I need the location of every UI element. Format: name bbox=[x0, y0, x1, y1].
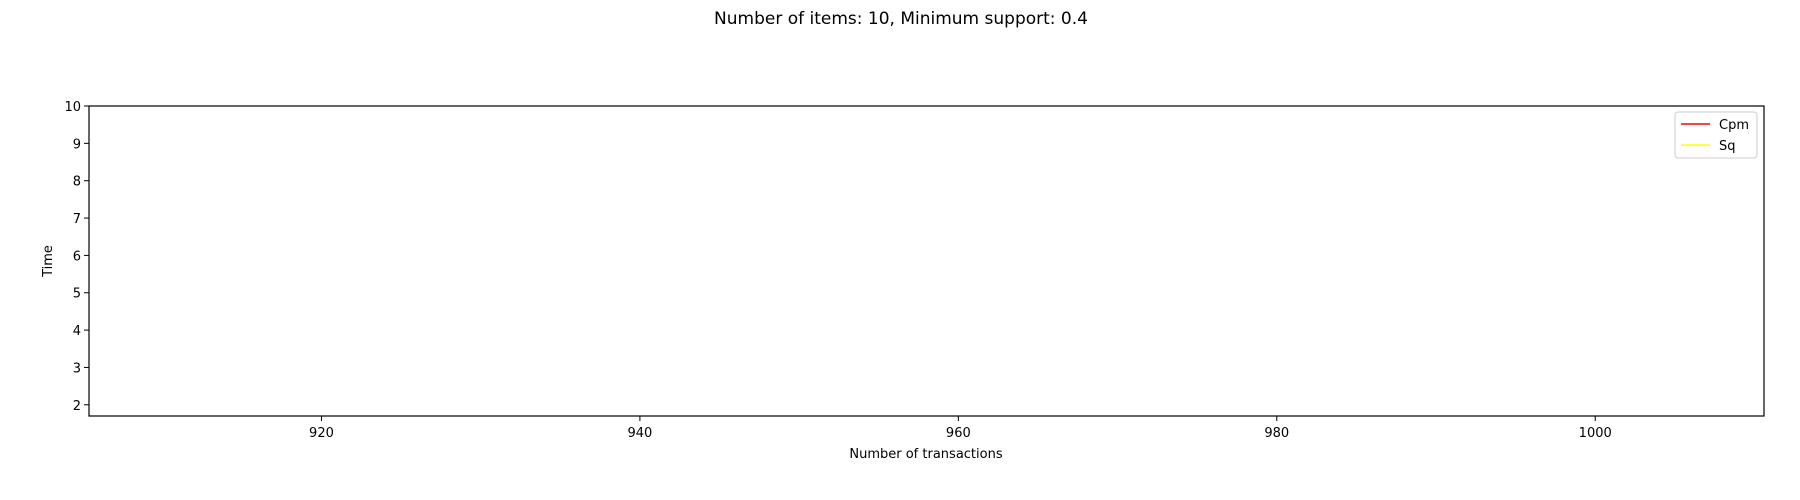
chart-title: Number of items: 10, Minimum support: 0.… bbox=[714, 9, 1088, 29]
y-tick-label: 4 bbox=[73, 324, 81, 339]
legend-label-cpm: Cpm bbox=[1719, 118, 1749, 133]
y-axis-ticks: 2 3 4 5 6 7 8 9 10 bbox=[64, 100, 89, 414]
plot-area bbox=[88, 105, 1765, 417]
y-axis-label: Time bbox=[41, 245, 56, 278]
y-tick-label: 6 bbox=[73, 249, 81, 264]
y-tick-label: 5 bbox=[73, 287, 81, 302]
legend: Cpm Sq bbox=[1674, 111, 1758, 159]
y-tick-label: 9 bbox=[73, 137, 81, 152]
x-tick-label: 940 bbox=[627, 426, 652, 441]
x-tick-label: 960 bbox=[946, 426, 971, 441]
y-tick-label: 8 bbox=[73, 175, 81, 190]
x-tick-label: 1000 bbox=[1579, 426, 1612, 441]
x-tick-label: 920 bbox=[309, 426, 334, 441]
x-axis-ticks: 920 940 960 980 1000 bbox=[309, 416, 1612, 441]
y-tick-label: 2 bbox=[73, 399, 81, 414]
y-tick-label: 3 bbox=[73, 361, 81, 376]
x-axis-label: Number of transactions bbox=[849, 447, 1002, 462]
axes-frame bbox=[88, 105, 1765, 417]
y-tick-label: 7 bbox=[73, 212, 81, 227]
legend-label-sq: Sq bbox=[1719, 139, 1736, 154]
y-tick-label: 10 bbox=[64, 100, 81, 115]
x-tick-label: 980 bbox=[1264, 426, 1289, 441]
